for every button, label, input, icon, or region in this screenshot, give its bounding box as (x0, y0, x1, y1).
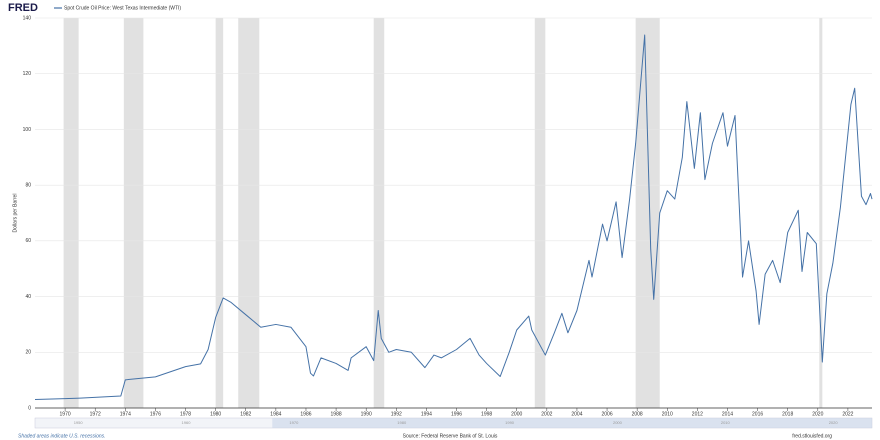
navigator-tick-label: 2000 (613, 420, 623, 425)
recession-band (373, 18, 385, 408)
x-tick-label: 2004 (571, 411, 582, 417)
y-tick-label: 120 (23, 71, 32, 77)
x-tick-label: 1976 (150, 411, 161, 417)
navigator-tick-label: 1970 (289, 420, 299, 425)
x-tick-label: 2014 (722, 411, 733, 417)
y-tick-label: 40 (25, 294, 31, 300)
legend-label: Spot Crude Oil Price: West Texas Interme… (64, 5, 181, 11)
x-tick-label: 1994 (421, 411, 432, 417)
x-tick-label: 2012 (692, 411, 703, 417)
x-tick-label: 2022 (842, 411, 853, 417)
y-axis-label: Dollars per Barrel (12, 194, 18, 233)
site: fred.stlouisfed.org (792, 433, 832, 439)
recession-band (123, 18, 144, 408)
recession-note: Shaded areas indicate U.S. recessions. (18, 433, 106, 439)
x-tick-label: 1984 (270, 411, 281, 417)
recession-band (63, 18, 79, 408)
x-tick-label: 2006 (601, 411, 612, 417)
price-line (34, 34, 873, 400)
navigator-tick-label: 1980 (397, 420, 407, 425)
navigator-tick-label: 1960 (182, 420, 192, 425)
x-tick-label: 1992 (391, 411, 402, 417)
x-tick-label: 1972 (90, 411, 101, 417)
source: Source: Federal Reserve Bank of St. Loui… (403, 433, 498, 439)
x-tick-label: 2018 (782, 411, 793, 417)
x-tick-label: 1978 (180, 411, 191, 417)
recession-band (635, 18, 660, 408)
y-tick-label: 140 (23, 15, 32, 21)
y-tick-label: 80 (25, 182, 31, 188)
x-tick-label: 1988 (331, 411, 342, 417)
x-tick-label: 2010 (662, 411, 673, 417)
x-tick-label: 1982 (240, 411, 251, 417)
x-tick-label: 1986 (300, 411, 311, 417)
x-tick-label: 1980 (210, 411, 221, 417)
y-tick-label: 0 (28, 405, 31, 411)
navigator-tick-label: 1950 (74, 420, 84, 425)
navigator-tick-label: 1990 (505, 420, 515, 425)
y-tick-label: 100 (23, 127, 32, 133)
navigator-tick-label: 2010 (721, 420, 731, 425)
x-tick-label: 1990 (361, 411, 372, 417)
x-tick-label: 2002 (541, 411, 552, 417)
x-tick-label: 2016 (752, 411, 763, 417)
x-tick-label: 1974 (120, 411, 131, 417)
x-tick-label: 1970 (60, 411, 71, 417)
recession-band (238, 18, 260, 408)
y-tick-label: 20 (25, 350, 31, 356)
x-tick-label: 2020 (812, 411, 823, 417)
recession-band (215, 18, 224, 408)
navigator-tick-label: 2020 (829, 420, 839, 425)
recession-band (534, 18, 546, 408)
navigator-window (272, 418, 872, 428)
x-tick-label: 2000 (511, 411, 522, 417)
y-tick-label: 60 (25, 238, 31, 244)
x-tick-label: 2008 (632, 411, 643, 417)
x-tick-label: 1996 (451, 411, 462, 417)
logo: FRED (8, 2, 38, 14)
recession-band (819, 18, 823, 408)
x-tick-label: 1998 (481, 411, 492, 417)
